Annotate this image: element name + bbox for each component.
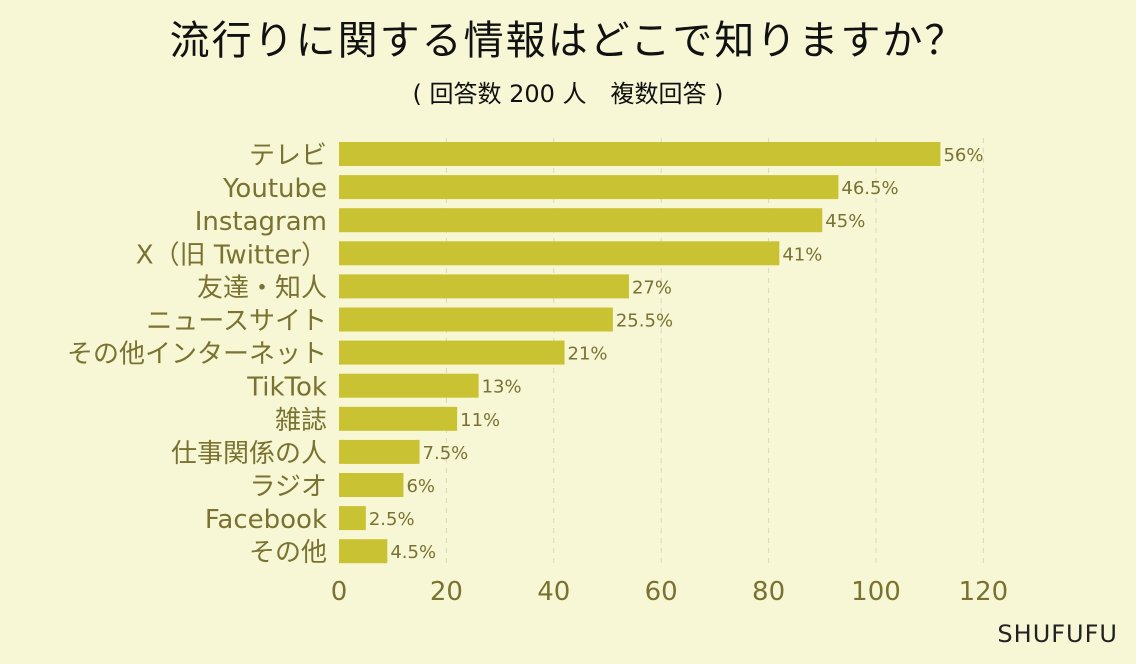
data-label: 27%	[632, 277, 672, 298]
x-tick-label: 80	[752, 577, 785, 607]
data-label: 13%	[482, 377, 522, 398]
data-label: 4.5%	[390, 542, 436, 563]
category-label: 友達・知人	[197, 273, 327, 303]
category-label: その他	[249, 538, 327, 568]
bars	[339, 142, 941, 564]
data-label: 11%	[460, 410, 500, 431]
category-label: Instagram	[195, 207, 327, 237]
x-tick-label: 40	[537, 577, 570, 607]
x-tick-label: 60	[645, 577, 678, 607]
data-label: 45%	[825, 211, 865, 232]
brand-logo-text: SHUFUFU	[997, 620, 1118, 648]
data-label: 25.5%	[616, 311, 673, 332]
bar	[339, 506, 366, 531]
category-label: X（旧 Twitter）	[136, 240, 327, 270]
data-label: 41%	[782, 244, 822, 265]
category-label: Youtube	[222, 174, 327, 204]
category-label: Facebook	[205, 505, 327, 535]
data-label: 56%	[943, 145, 983, 166]
category-label: ニュースサイト	[146, 307, 327, 337]
bar	[339, 208, 823, 233]
bar	[339, 373, 479, 398]
category-label: テレビ	[249, 141, 327, 171]
value-labels: 56% 46.5% 45%41% 27% 25.5% 21% 13% 11% 7.5% 6% 2.5…	[369, 145, 984, 563]
bar	[339, 274, 629, 299]
bar	[339, 241, 780, 266]
category-label: 雑誌	[275, 406, 327, 436]
bar	[339, 142, 941, 166]
category-label: ラジオ	[250, 472, 327, 502]
category-label: 仕事関係の人	[171, 439, 327, 469]
x-axis-ticks: 0 20 40 60 80 100 120	[331, 577, 1008, 607]
data-label: 46.5%	[841, 178, 898, 199]
bar	[339, 340, 565, 365]
bar	[339, 439, 420, 464]
x-tick-label: 20	[430, 577, 463, 607]
bar	[339, 175, 839, 200]
data-label: 21%	[568, 344, 608, 365]
data-label: 2.5%	[369, 509, 415, 530]
x-tick-label: 100	[851, 577, 901, 607]
bar	[339, 473, 404, 497]
chart-subtitle: ( 回答数 200 人 複数回答 )	[412, 80, 724, 108]
bar	[339, 539, 388, 564]
bar	[339, 307, 613, 332]
data-label: 6%	[406, 476, 435, 497]
data-label: 7.5%	[423, 443, 469, 464]
x-tick-label: 0	[331, 577, 348, 607]
category-label: その他インターネット	[67, 340, 327, 370]
x-tick-label: 120	[959, 577, 1009, 607]
category-label: TikTok	[246, 373, 327, 403]
bar	[339, 406, 458, 431]
chart-title: 流行りに関する情報はどこで知りますか？	[169, 18, 967, 64]
